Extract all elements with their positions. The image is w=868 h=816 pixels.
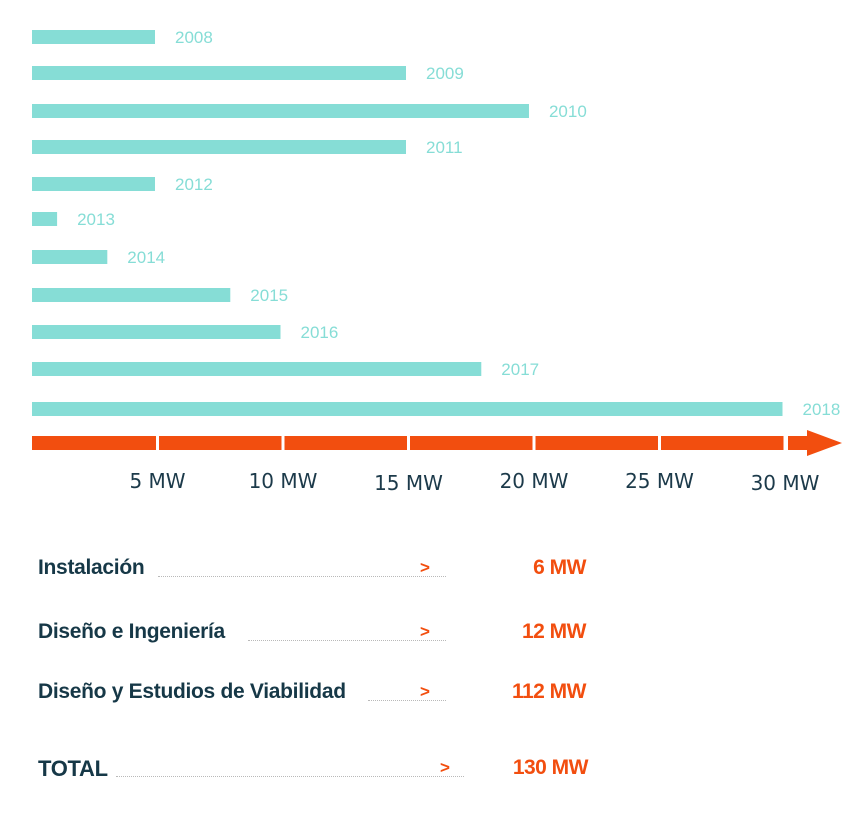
bar-label-2016: 2016 (300, 323, 338, 342)
summary-row-total: TOTAL > 130 MW (38, 756, 598, 786)
bar-2009 (32, 66, 406, 80)
summary-value: 12 MW (521, 620, 587, 643)
summary-value: 112 MW (511, 680, 587, 703)
bar-label-2018: 2018 (802, 400, 840, 419)
axis-segment (159, 436, 282, 450)
bar-2015 (32, 288, 231, 302)
bar-label-2017: 2017 (501, 360, 539, 379)
arrow-icon: > (420, 622, 430, 641)
dotted-leader (368, 700, 446, 701)
bar-2010 (32, 104, 529, 118)
bar-2017 (32, 362, 482, 376)
axis-segment (410, 436, 533, 450)
summary-row-diseno-ingenieria: Diseño e Ingeniería > 12 MW (38, 620, 598, 650)
summary-row-diseno-viabilidad: Diseño y Estudios de Viabilidad > 112 MW (38, 680, 598, 710)
bar-label-2012: 2012 (175, 175, 213, 194)
summary-label: Diseño e Ingeniería (38, 620, 227, 644)
bar-2014 (32, 250, 108, 264)
x-tick-label: 10 MW (249, 469, 318, 493)
bar-label-2008: 2008 (175, 28, 213, 47)
bar-2016 (32, 325, 281, 339)
x-tick-label: 30 MW (751, 471, 820, 495)
bar-label-2015: 2015 (250, 286, 288, 305)
axis-arrow-shaft (788, 436, 810, 450)
x-tick-label: 20 MW (500, 469, 569, 493)
axis-segment (661, 436, 784, 450)
summary-value: 6 MW (533, 556, 586, 579)
dotted-leader (248, 640, 446, 641)
arrow-icon: > (420, 558, 430, 577)
bar-label-2014: 2014 (127, 248, 165, 267)
x-tick-label: 25 MW (625, 469, 694, 493)
bar-label-2010: 2010 (549, 102, 587, 121)
bar-label-2009: 2009 (426, 64, 464, 83)
summary-label: Instalación (38, 556, 147, 580)
x-tick-label: 5 MW (129, 469, 185, 493)
bar-label-2011: 2011 (426, 138, 463, 157)
dotted-leader (116, 776, 464, 777)
summary-label: Diseño y Estudios de Viabilidad (38, 680, 348, 704)
x-tick-label: 15 MW (374, 471, 443, 495)
axis-segment (284, 436, 407, 450)
bar-label-2013: 2013 (77, 210, 115, 229)
arrow-icon: > (420, 682, 430, 701)
axis-segment (32, 436, 156, 450)
bar-2013 (32, 212, 58, 226)
axis-arrow-head-icon (807, 430, 842, 456)
summary-row-instalacion: Instalación > 6 MW (38, 556, 598, 586)
total-value: 130 MW (512, 756, 589, 779)
bar-2011 (32, 140, 406, 154)
total-label: TOTAL (38, 756, 110, 782)
bar-2008 (32, 30, 155, 44)
bar-2018 (32, 402, 783, 416)
axis-segment (535, 436, 658, 450)
bar-chart: 2008 2009 2010 2011 2012 2013 2014 2015 2016 2017… (32, 28, 842, 495)
arrow-icon: > (440, 758, 450, 777)
dotted-leader (158, 576, 446, 577)
bar-2012 (32, 177, 155, 191)
